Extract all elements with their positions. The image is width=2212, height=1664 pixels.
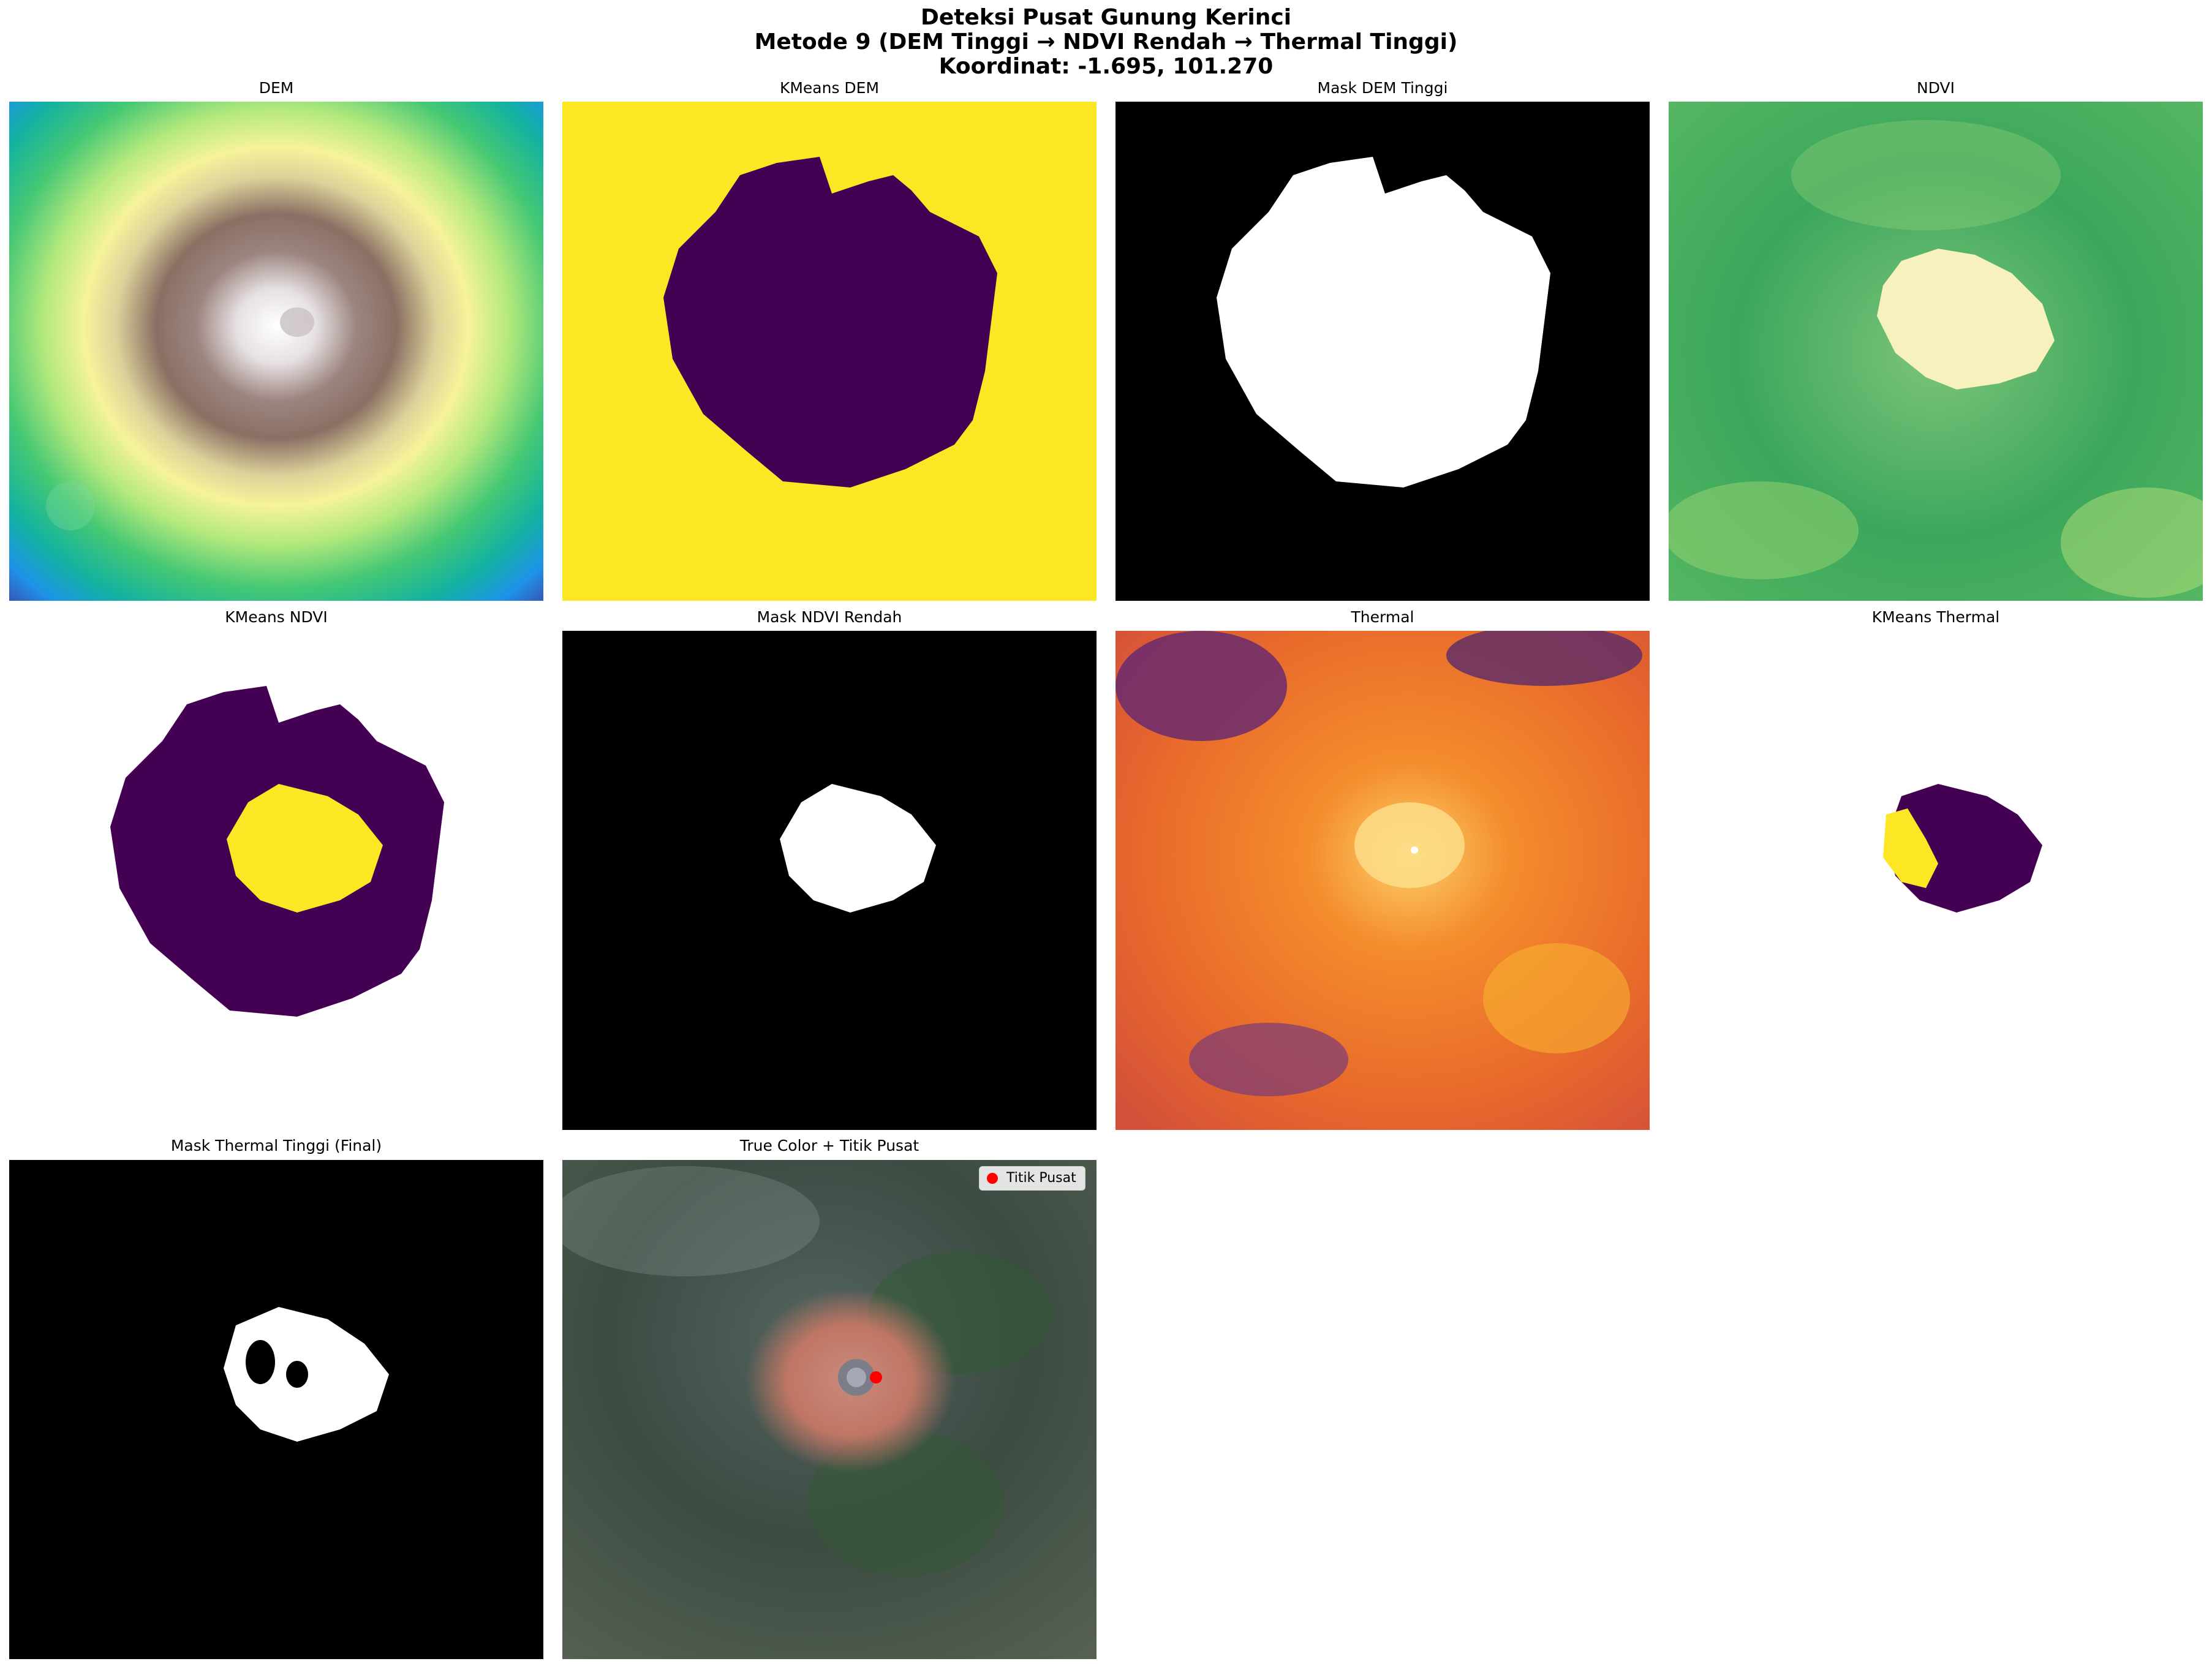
mask-ndvi-image <box>562 631 1097 1130</box>
panel-title-dem: DEM <box>259 79 294 97</box>
kmeans-thermal-image <box>1669 631 2203 1130</box>
dem-image <box>9 102 543 601</box>
panel-title-kmeans-ndvi: KMeans NDVI <box>225 608 328 626</box>
legend-label: Titik Pusat <box>1006 1170 1076 1186</box>
figure-title-line3: Koordinat: -1.695, 101.270 <box>938 54 1274 79</box>
panel-title-thermal: Thermal <box>1351 608 1414 626</box>
figure-title-line1: Deteksi Pusat Gunung Kerinci <box>920 5 1292 30</box>
panel-title-kmeans-dem: KMeans DEM <box>779 79 880 97</box>
panel-title-mask-dem: Mask DEM Tinggi <box>1317 79 1448 97</box>
panel-title-kmeans-thermal: KMeans Thermal <box>1871 608 2000 626</box>
mask-dem-image <box>1115 102 1650 601</box>
ndvi-image <box>1669 102 2203 601</box>
center-point-marker <box>870 1371 882 1384</box>
true-color-image: Titik Pusat <box>562 1160 1097 1659</box>
thermal-image <box>1115 631 1650 1130</box>
panel-title-ndvi: NDVI <box>1917 79 1955 97</box>
panel-title-mask-ndvi: Mask NDVI Rendah <box>757 608 902 626</box>
legend-marker-icon <box>987 1173 998 1184</box>
kmeans-ndvi-image <box>9 631 543 1130</box>
panel-title-true-color: True Color + Titik Pusat <box>739 1137 919 1154</box>
panel-title-mask-thermal: Mask Thermal Tinggi (Final) <box>170 1137 382 1154</box>
mask-thermal-image <box>9 1160 543 1659</box>
legend: Titik Pusat <box>979 1166 1085 1191</box>
figure-title-line2: Metode 9 (DEM Tinggi → NDVI Rendah → The… <box>754 29 1458 55</box>
kmeans-dem-image <box>562 102 1097 601</box>
